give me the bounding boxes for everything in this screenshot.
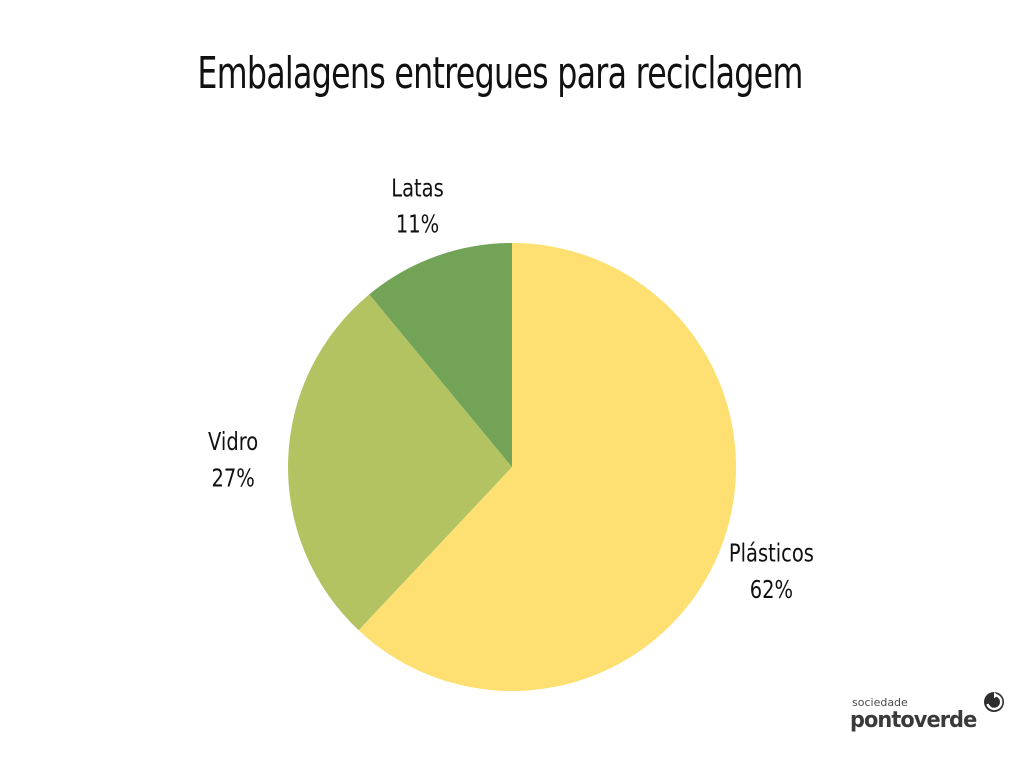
pie-slice-plasticos — [358, 243, 736, 692]
pie-slice-vidro — [287, 294, 512, 631]
sociedade-ponto-verde-logo: sociedade pontoverde — [850, 690, 1010, 740]
slice-label-name: Vidro — [208, 428, 258, 457]
slice-label-value: 62% — [750, 576, 793, 605]
slice-label-name: Latas — [391, 174, 444, 203]
logo-brand-text: pontoverde — [850, 708, 977, 733]
slice-label: Plásticos 62% — [729, 539, 814, 604]
slice-label-name: Plásticos — [729, 539, 814, 568]
slice-label-value: 27% — [211, 464, 254, 493]
pie-slices — [287, 243, 736, 692]
pie-labels: Plásticos 62% Vidro 27% Latas 11% — [208, 174, 814, 604]
slice-label: Vidro 27% — [208, 428, 258, 493]
logo-small-text: sociedade — [852, 696, 908, 709]
chart-title: Embalagens entregues para reciclagem — [197, 48, 803, 99]
recycle-arrow-icon — [984, 692, 1004, 712]
slice-label-value: 11% — [396, 210, 439, 239]
pie-slice-latas — [369, 243, 512, 467]
slice-label: Latas 11% — [391, 174, 444, 239]
